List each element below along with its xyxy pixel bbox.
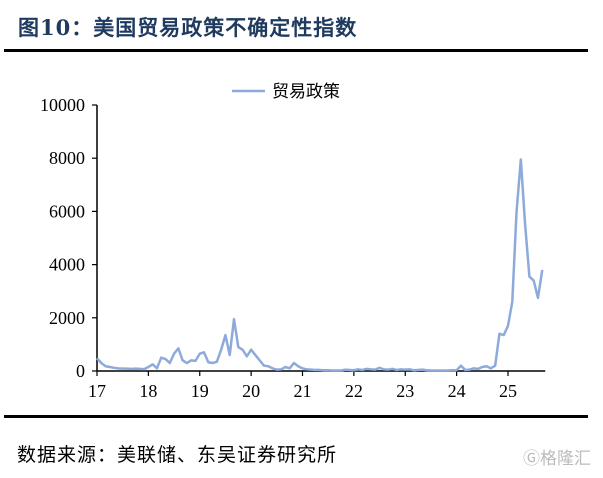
x-axis: 17 18 19 20 21 22 23 24 25 xyxy=(88,370,546,401)
x-tick-label: 21 xyxy=(294,381,312,401)
x-tick-label: 18 xyxy=(139,381,157,401)
x-tick-label: 19 xyxy=(191,381,209,401)
x-tick-label: 24 xyxy=(448,381,466,401)
y-tick-label: 10000 xyxy=(40,95,85,115)
y-tick-label: 6000 xyxy=(49,201,85,221)
x-tick-label: 17 xyxy=(88,381,106,401)
y-tick-label: 0 xyxy=(76,361,85,381)
source-note: 数据来源：美联储、东吴证券研究所 xyxy=(17,444,338,466)
plot-area xyxy=(96,158,544,372)
y-axis: 0 2000 4000 6000 8000 10000 xyxy=(40,95,98,381)
series-line-trade-policy xyxy=(96,158,544,372)
x-tick-label: 20 xyxy=(242,381,260,401)
figure-title: 图10：美国贸易政策不确定性指数 xyxy=(18,15,358,40)
y-tick-label: 2000 xyxy=(49,308,85,328)
y-tick-label: 4000 xyxy=(49,255,85,275)
x-tick-label: 23 xyxy=(396,381,414,401)
watermark-logo: Ⓖ格隆汇 xyxy=(523,449,591,469)
x-tick-label: 22 xyxy=(345,381,363,401)
x-tick-label: 25 xyxy=(499,381,517,401)
title-divider xyxy=(4,49,588,52)
footer-divider xyxy=(4,415,588,418)
legend: 贸易政策 xyxy=(232,82,340,102)
y-tick-label: 8000 xyxy=(49,148,85,168)
legend-label: 贸易政策 xyxy=(272,82,340,102)
